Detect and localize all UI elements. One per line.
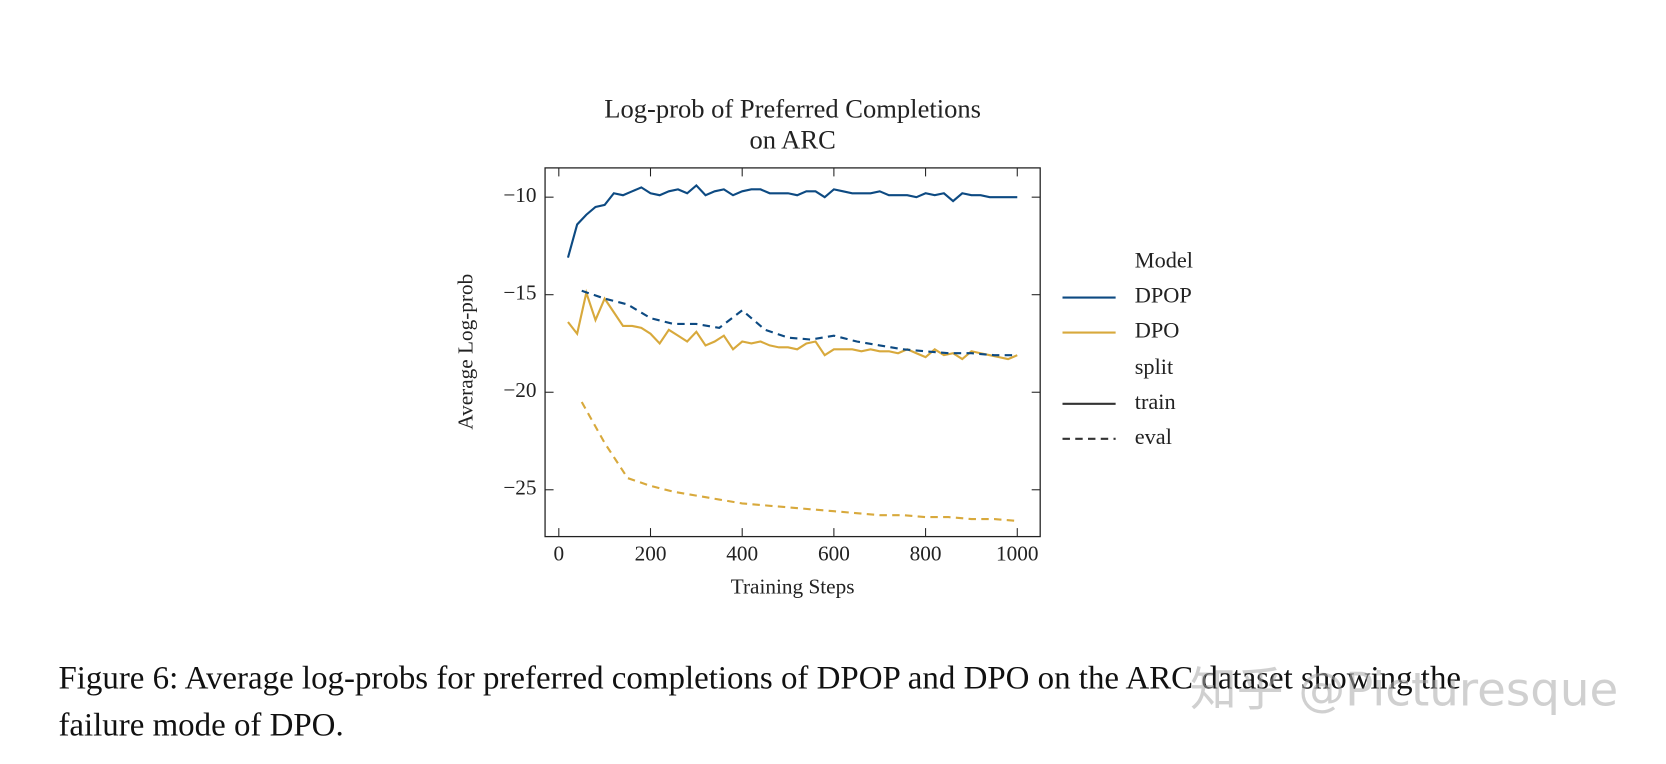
- legend-label: train: [1135, 389, 1176, 414]
- legend-label: DPO: [1135, 318, 1180, 343]
- watermark: 知乎 @Picturesque: [1190, 663, 1618, 717]
- legend-title: Model: [1135, 248, 1193, 273]
- caption: failure mode of DPO.: [58, 707, 343, 743]
- caption: Figure 6: Average log-probs for preferre…: [58, 661, 1461, 697]
- series-line: [566, 183, 1018, 258]
- series-line: [581, 289, 1018, 357]
- legend-title: split: [1135, 354, 1174, 379]
- legend-label: DPOP: [1135, 283, 1192, 308]
- chart-title: on ARC: [749, 125, 835, 155]
- x-tick-label: 400: [726, 542, 758, 566]
- y-tick-label: −25: [503, 476, 536, 500]
- y-tick-label: −15: [503, 281, 536, 305]
- x-tick-label: 800: [910, 542, 942, 566]
- legend-label: eval: [1135, 424, 1172, 449]
- x-tick-label: 200: [635, 542, 667, 566]
- x-tick-label: 1000: [996, 542, 1039, 566]
- x-tick-label: 600: [818, 542, 850, 566]
- y-tick-label: −20: [503, 378, 536, 402]
- chart-title: Log-prob of Preferred Completions: [604, 94, 981, 124]
- x-tick-label: 0: [554, 542, 565, 566]
- series-line: [580, 401, 1018, 523]
- y-axis-label: Average Log-prob: [453, 274, 477, 430]
- series-line: [567, 288, 1018, 361]
- plot-frame: [544, 167, 1041, 538]
- y-tick-label: −10: [503, 183, 536, 207]
- x-axis-label: Training Steps: [731, 575, 855, 599]
